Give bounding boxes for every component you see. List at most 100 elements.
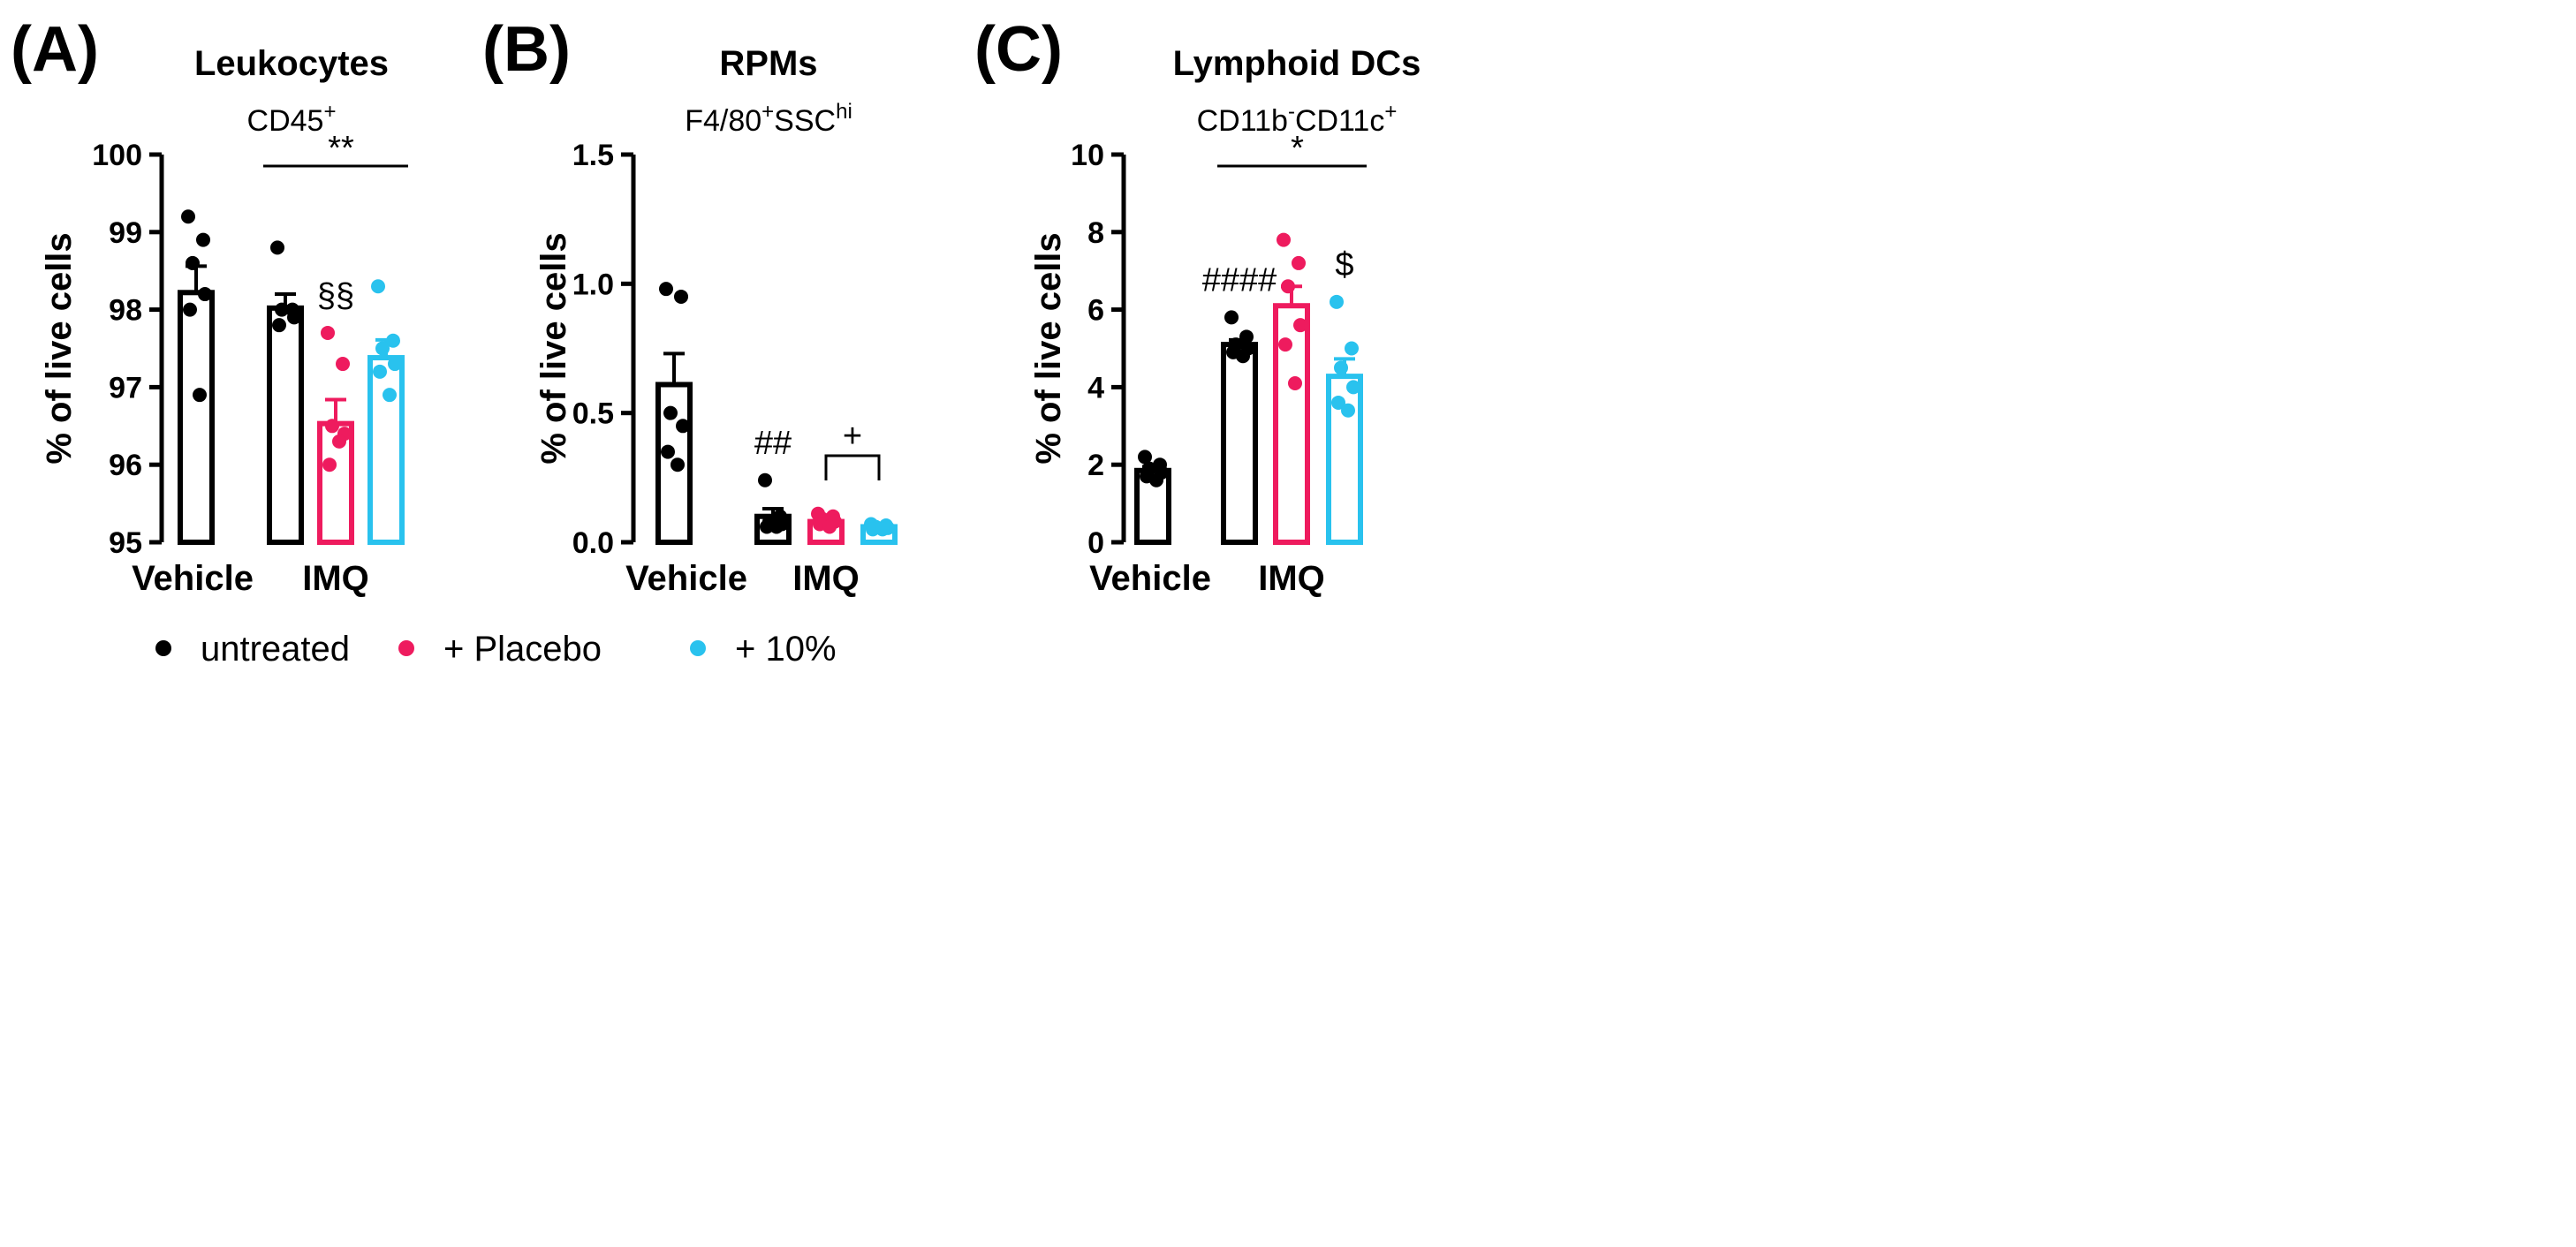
bar-group-untreated [267,240,304,545]
chart-subtitle: CD45+ [247,100,337,138]
bar-group-untreated [655,282,693,545]
category-label: IMQ [1258,559,1325,598]
y-tick-label: 2 [1087,449,1104,482]
data-point [275,302,289,317]
chart-subtitle: F4/80+SSChi [685,100,852,138]
legend-label: + Placebo [443,630,602,669]
y-tick-label: 8 [1087,216,1104,250]
y-axis-label: % of live cells [534,232,573,464]
data-point [183,302,197,317]
y-axis-label: % of live cells [1029,232,1068,464]
data-point [663,405,678,420]
data-point [181,209,195,224]
data-point [1331,395,1345,410]
bar [178,290,215,545]
y-tick-label: 1.0 [572,268,614,301]
y-tick-label: 98 [109,294,142,328]
subtitle-sup: hi [836,100,852,124]
y-tick-label: 97 [109,371,142,404]
chart-title: Lymphoid DCs [1173,44,1421,83]
legend-marker-ten_percent [690,640,706,656]
legend-marker-placebo [398,640,414,656]
bar-group-placebo [807,506,845,546]
y-tick-label: 0.0 [572,526,614,560]
data-point [388,357,402,372]
data-point [1288,376,1302,391]
legend-marker-untreated [155,640,171,656]
subtitle-part: F4/80 [685,104,761,138]
subtitle-part: CD11b [1197,104,1288,138]
bar-group-ten_percent [860,517,898,546]
y-tick-label: 6 [1087,294,1104,328]
data-point [336,357,350,372]
data-point [769,519,784,534]
data-point [760,519,774,534]
data-point [1236,349,1250,364]
data-point [1224,310,1239,325]
data-point [321,325,335,340]
data-point [272,318,286,333]
significance-label: * [1291,130,1304,167]
data-point [659,282,673,297]
data-point [1138,450,1152,465]
chart-title: RPMs [719,44,817,83]
chart-title: Leukocytes [194,44,389,83]
y-tick-label: 0 [1087,526,1104,560]
data-point [375,341,390,356]
data-point [1278,337,1292,352]
y-tick-label: 1.5 [572,139,614,172]
bar-annotation: #### [1202,261,1277,299]
chart-subtitle: CD11b-CD11c+ [1197,100,1398,138]
data-point [674,289,688,304]
legend-label: untreated [201,630,350,669]
data-point [322,457,337,472]
bar-annotation: ## [754,425,792,462]
data-point [1293,318,1307,333]
category-label: Vehicle [132,559,254,598]
bar-group-untreated [1134,450,1171,545]
y-tick-label: 96 [109,449,142,482]
subtitle-sup: + [761,100,774,124]
bar-group-untreated [178,209,215,545]
data-point [1277,232,1291,247]
panel-letter: (A) [11,14,99,85]
y-tick-label: 4 [1087,371,1104,404]
data-point [1334,360,1348,375]
subtitle-sup: + [323,100,336,124]
data-point [186,255,200,270]
panel-letter: (C) [974,14,1063,85]
subtitle-sup: + [1384,100,1397,124]
data-point [196,232,210,247]
bar-annotation: §§ [317,277,354,314]
bar [1221,342,1258,545]
legend-label: + 10% [735,630,837,669]
data-point [1292,255,1306,270]
subtitle-part: SSC [774,104,836,138]
data-point [758,472,772,487]
subtitle-part: CD11c [1295,104,1384,138]
bar-group-placebo [1273,232,1310,545]
data-point [270,240,284,255]
data-point [661,444,675,459]
bar-annotation: $ [1335,246,1353,283]
y-tick-label: 95 [109,526,142,560]
category-label: IMQ [792,559,860,598]
data-point [822,519,837,534]
bar [367,355,405,546]
data-point [671,457,685,472]
legend: untreated + Placebo + 10% [155,630,837,669]
bar-group-placebo: §§ [317,277,354,545]
y-axis-label: % of live cells [40,232,79,464]
bar-group-untreated: ## [754,425,792,546]
data-point [371,279,385,294]
data-point [287,310,301,325]
category-label: IMQ [302,559,369,598]
data-point [1330,294,1344,309]
data-point [325,419,339,434]
panel-letter: (B) [482,14,571,85]
category-label: Vehicle [1089,559,1211,598]
data-point [1346,380,1360,395]
